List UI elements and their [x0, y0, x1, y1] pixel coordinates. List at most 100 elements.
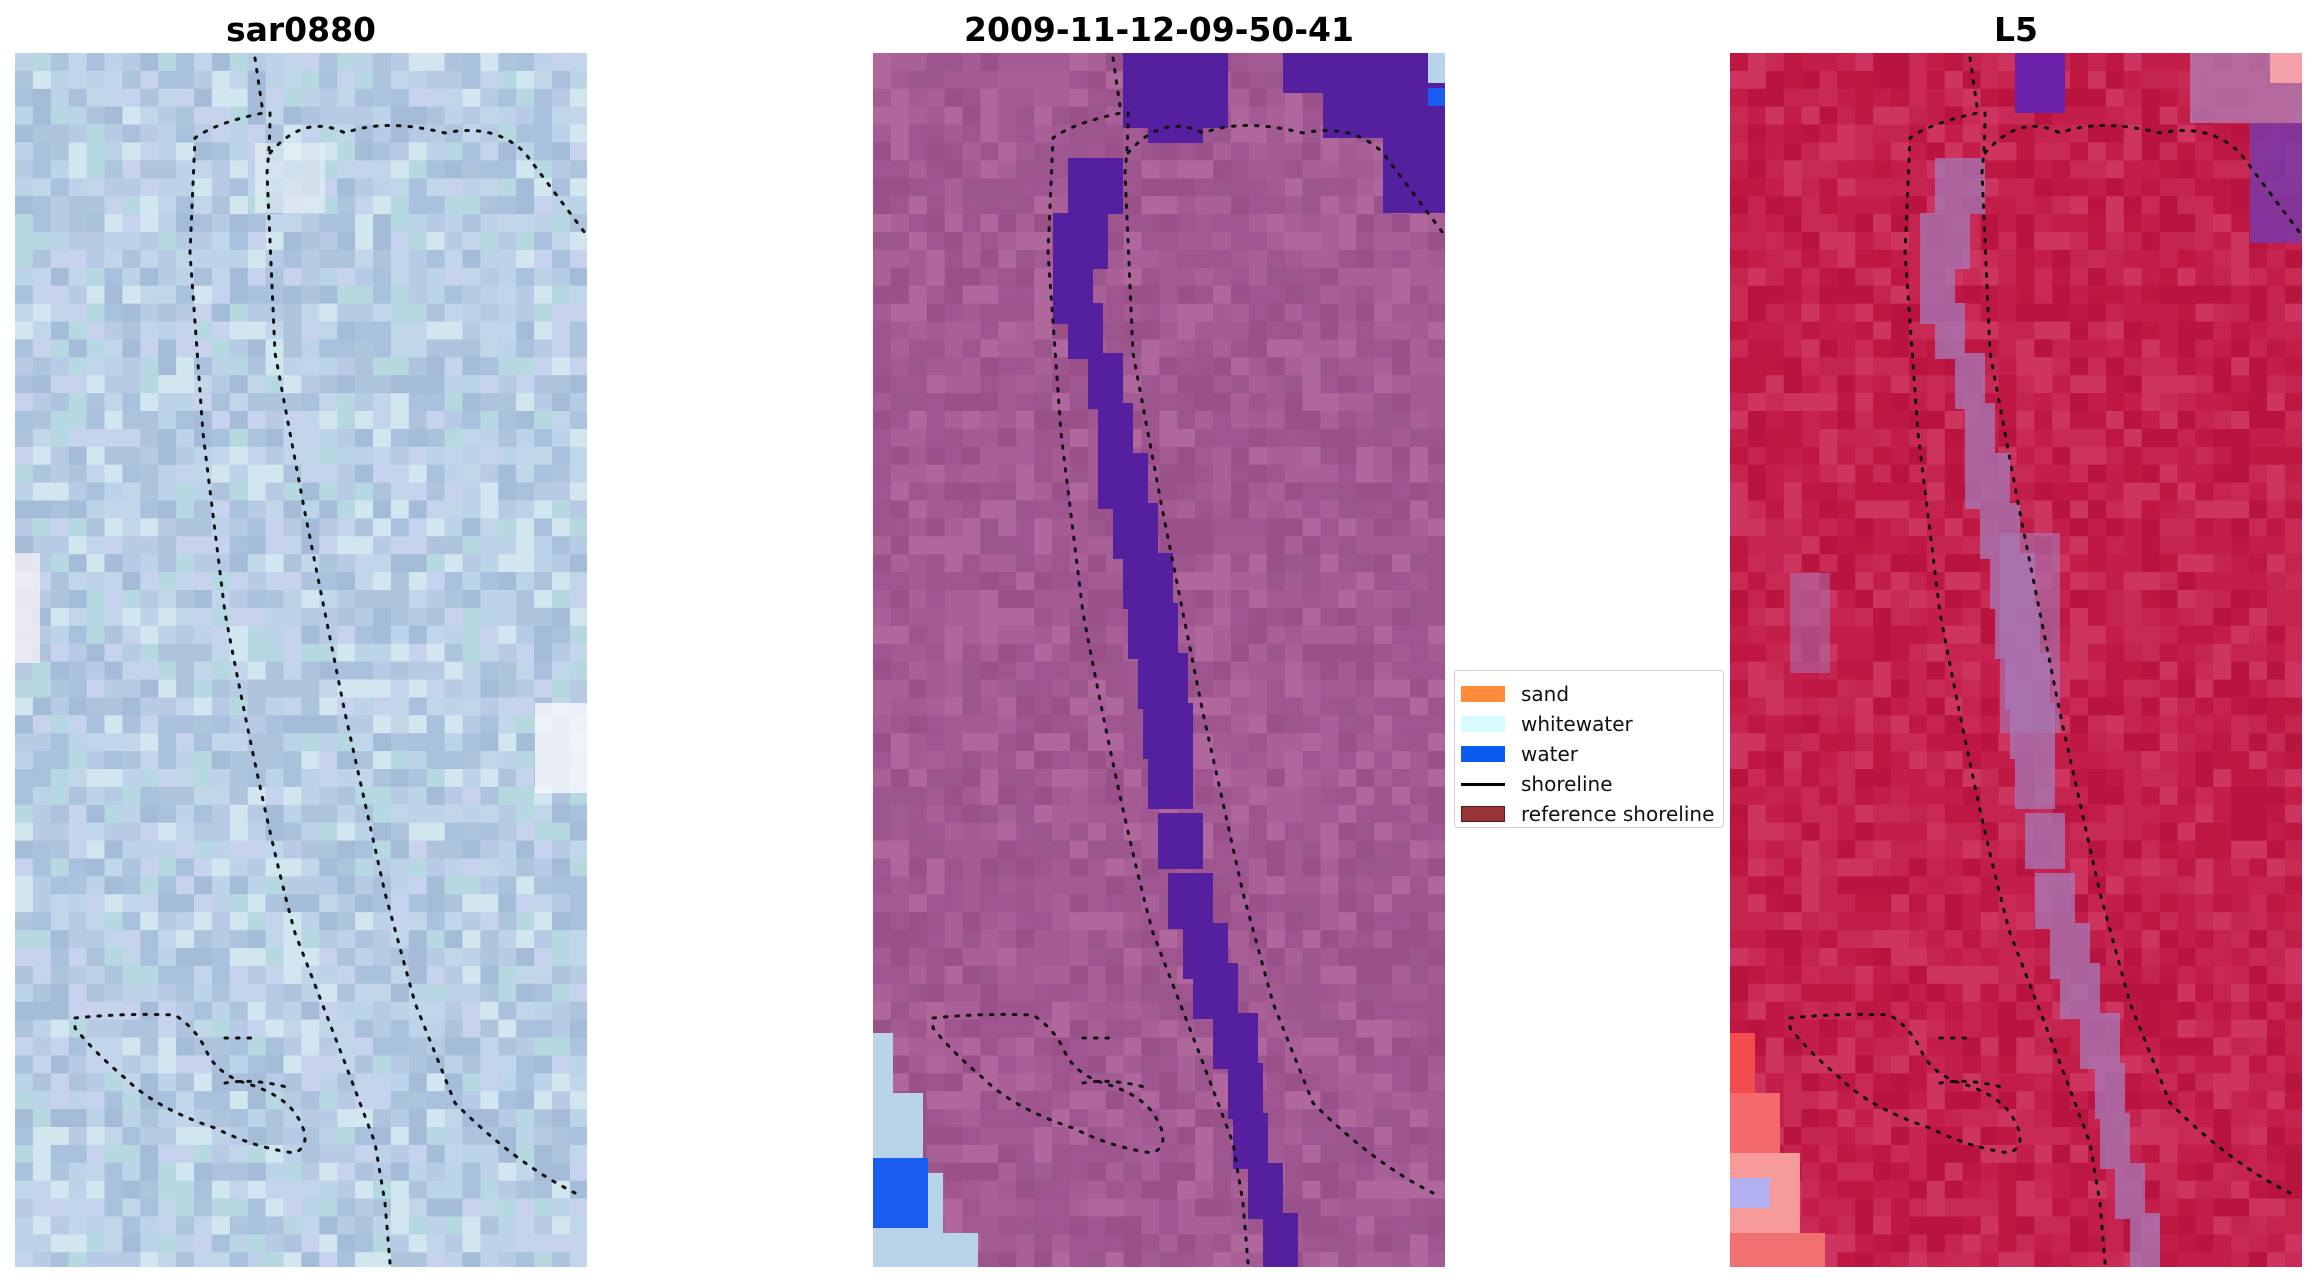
image-pixel [319, 1162, 338, 1182]
image-pixel [2177, 267, 2196, 287]
image-pixel [426, 1216, 446, 1235]
image-pixel [998, 786, 1017, 806]
image-pixel [1374, 214, 1393, 233]
image-pixel [1248, 124, 1268, 144]
image-pixel [1195, 1180, 1214, 1200]
image-pixel [2159, 106, 2179, 126]
image-pixel [2177, 178, 2196, 197]
image-pixel [32, 1019, 52, 1039]
image-pixel [1302, 411, 1322, 430]
image-pixel [426, 554, 446, 573]
image-pixel [104, 142, 123, 161]
image-pixel [873, 625, 892, 645]
image-pixel [1374, 786, 1393, 806]
image-pixel [1105, 53, 1125, 72]
image-pixel [1783, 375, 1803, 394]
image-pixel [2123, 285, 2143, 305]
image-pixel [15, 142, 34, 161]
image-pixel [1069, 1127, 1089, 1146]
image-pixel [1338, 554, 1357, 573]
image-pixel [390, 751, 410, 770]
image-pixel [1248, 232, 1268, 251]
image-pixel [1141, 948, 1160, 967]
image-pixel [462, 769, 481, 788]
image-pixel [86, 733, 106, 752]
image-pixel [1016, 769, 1035, 788]
image-pixel [480, 339, 499, 358]
image-pixel [68, 1055, 88, 1074]
image-pixel [337, 357, 356, 376]
image-pixel [908, 88, 928, 108]
image-pixel [1855, 267, 1874, 287]
image-pixel [2141, 303, 2161, 323]
image-pixel [1123, 912, 1143, 931]
image-pixel [926, 196, 946, 215]
image-pixel [1302, 124, 1322, 144]
image-pixel [890, 1037, 910, 1056]
image-pixel [1427, 983, 1445, 1003]
image-pixel [1356, 518, 1375, 537]
image-pixel [1248, 894, 1268, 913]
image-pixel [2159, 124, 2179, 144]
image-pixel [980, 536, 999, 555]
image-pixel [408, 339, 428, 358]
image-pixel [926, 822, 946, 842]
image-pixel [408, 375, 428, 394]
image-pixel [1801, 124, 1821, 144]
image-pixel [1195, 411, 1214, 430]
image-pixel [1392, 1091, 1411, 1110]
image-pixel [2105, 160, 2125, 179]
image-pixel [1410, 428, 1429, 448]
image-pixel [104, 1162, 123, 1182]
image-pixel [1034, 894, 1053, 913]
image-pixel [426, 106, 446, 126]
image-pixel [15, 160, 34, 179]
image-pixel [962, 339, 981, 358]
image-pixel [962, 858, 981, 877]
image-pixel [1159, 518, 1178, 537]
image-pixel [50, 1109, 70, 1128]
image-pixel [873, 500, 892, 519]
image-pixel [1213, 876, 1232, 895]
image-pixel [15, 1091, 34, 1110]
image-pixel [122, 321, 141, 340]
image-pixel [1801, 142, 1821, 161]
image-pixel [552, 196, 571, 215]
image-pixel [1392, 607, 1411, 627]
image-pixel [516, 1073, 535, 1092]
image-pixel [1320, 1162, 1339, 1182]
image-pixel [1819, 357, 1838, 376]
image-pixel [68, 983, 88, 1003]
image-pixel [1052, 1162, 1071, 1182]
image-pixel [68, 894, 88, 913]
image-pixel [1159, 160, 1178, 179]
image-pixel [516, 303, 535, 323]
image-pixel [301, 786, 320, 806]
image-pixel [122, 428, 141, 448]
image-pixel [1926, 53, 1946, 72]
image-pixel [1284, 983, 1304, 1003]
image-pixel [301, 733, 320, 752]
image-pixel [998, 124, 1017, 144]
image-pixel [211, 482, 231, 502]
image-pixel [444, 411, 464, 430]
image-pixel [15, 393, 34, 412]
image-pixel [998, 428, 1017, 448]
image-pixel [2231, 178, 2250, 197]
image-pixel [15, 858, 34, 877]
image-pixel [1998, 214, 2017, 233]
image-pixel [1266, 160, 1286, 179]
image-pixel [873, 643, 892, 663]
image-pixel [283, 876, 302, 895]
image-pixel [1392, 214, 1411, 233]
image-pixel [229, 804, 249, 824]
image-pixel [211, 160, 231, 179]
image-pixel [1855, 339, 1874, 358]
image-pixel [1213, 607, 1232, 627]
image-pixel [498, 178, 517, 197]
image-pixel [283, 267, 302, 287]
image-pixel [2034, 142, 2053, 161]
image-pixel [1427, 679, 1445, 698]
image-pixel [873, 769, 892, 788]
image-pixel [1374, 1180, 1393, 1200]
